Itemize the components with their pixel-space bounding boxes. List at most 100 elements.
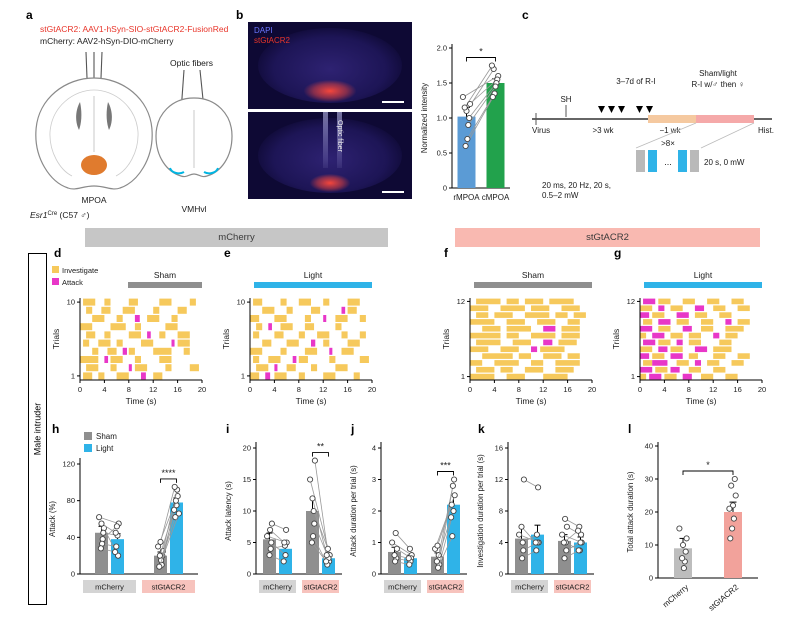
- pair-line: [160, 517, 176, 561]
- y-tick-label: 1: [71, 371, 75, 380]
- y-tick-label: 20: [645, 508, 653, 517]
- investigate-segment: [347, 306, 357, 314]
- investigate-segment: [707, 298, 720, 305]
- x-tick-label: 4: [662, 385, 666, 394]
- x-tick-label: 0: [638, 385, 642, 394]
- investigate-segment: [335, 315, 348, 322]
- construct-mcherry-label: mCherry: AAV2-hSyn-DIO-mCherry: [40, 36, 174, 46]
- data-point: [434, 542, 441, 549]
- esr1-cre-sup: Cre: [47, 211, 57, 217]
- attack-segment: [682, 373, 692, 380]
- pulse-params-label-1: 20 ms, 20 Hz, 20 s,: [542, 181, 611, 190]
- investigate-segment: [518, 353, 531, 359]
- data-point: [324, 545, 331, 552]
- stgtacr2-group-header: stGtACR2: [455, 228, 760, 247]
- data-point: [96, 514, 103, 521]
- investigate-segment: [470, 305, 489, 312]
- x-category-label: cMPOA: [482, 193, 510, 202]
- investigate-segment: [347, 298, 360, 306]
- data-point: [535, 484, 542, 491]
- group-label: stGtACR2: [304, 583, 338, 592]
- data-point: [311, 520, 318, 527]
- group-label-bg: [142, 580, 195, 593]
- y-axis-label: Attack latency (s): [224, 481, 233, 541]
- sig-label: *: [706, 460, 710, 470]
- sham-pulse: [636, 150, 645, 172]
- investigate-segment: [567, 319, 580, 325]
- pair-line: [465, 96, 494, 147]
- investigate-segment: [262, 339, 272, 347]
- attack-segment: [134, 315, 140, 322]
- raster-mcherry-light: Light 0 4 8 12 16 20 Time (s) 1 10 Trials: [220, 252, 380, 427]
- investigate-segment: [116, 339, 123, 347]
- y-tick-label: 8: [499, 507, 503, 516]
- y-axis-label: Trials: [441, 329, 451, 349]
- data-point: [577, 539, 584, 546]
- scale-bar: [382, 101, 404, 103]
- data-point: [465, 121, 472, 129]
- data-point: [676, 525, 683, 532]
- sham-pulse: [690, 150, 699, 172]
- investigate-segment: [688, 332, 701, 339]
- data-point: [449, 533, 456, 540]
- investigate-segment: [658, 339, 671, 346]
- shamlight-label-1: Sham/light: [699, 69, 738, 78]
- investigate-segment: [643, 360, 653, 366]
- attack-segment: [682, 325, 692, 332]
- data-point: [113, 523, 120, 530]
- y-tick-label: 0.5: [437, 149, 447, 158]
- investigate-segment: [725, 325, 744, 332]
- condition-bar: [644, 282, 762, 288]
- sig-label: *: [479, 47, 483, 57]
- y-tick-label: 15: [243, 475, 251, 484]
- raster-stgtacr2-sham-svg: Sham 0 4 8 12 16 20 Time (s) 1 12 Trials: [441, 270, 596, 406]
- x-category-label: rMPOA: [453, 193, 480, 202]
- investigate-segment: [719, 312, 732, 318]
- raster-stgtacr2-light: Light 0 4 8 12 16 20 Time (s) 1 12 Trials: [610, 252, 770, 427]
- investigate-segment: [531, 332, 556, 339]
- investigate-segment: [555, 312, 568, 318]
- data-point: [266, 552, 273, 559]
- attack-segment: [658, 319, 671, 325]
- bar-stGtACR2: [724, 512, 742, 578]
- investigate-segment: [280, 323, 293, 331]
- investigate-segment: [494, 312, 513, 318]
- investigate-segment: [476, 339, 501, 346]
- y-axis-label: Investigation duration per trial (s): [476, 454, 485, 568]
- data-point: [171, 506, 178, 513]
- data-point: [433, 558, 440, 565]
- investigate-segment: [713, 366, 726, 373]
- group-label-bg: [302, 580, 339, 593]
- panel-c-letter: c: [522, 8, 529, 22]
- data-point: [561, 555, 568, 562]
- ri-arrowhead: [608, 106, 615, 113]
- attack-segment: [640, 312, 650, 318]
- investigate-segment: [494, 360, 519, 366]
- y-tick-label: 10: [67, 298, 75, 307]
- investigate-segment: [189, 364, 199, 372]
- investigate-segment: [250, 372, 260, 380]
- investigate-segment: [531, 360, 544, 366]
- mpoa-region: [81, 155, 107, 175]
- investigate-segment: [537, 319, 556, 325]
- investigate-segment: [359, 356, 369, 363]
- investigate-segment: [80, 323, 93, 331]
- legend-label: Sham: [96, 432, 117, 441]
- optic-fibers-label: Optic fibers: [170, 58, 213, 68]
- investigate-segment: [573, 312, 586, 318]
- panel-e: e Light 0 4 8 12 16 20 Time (s) 1 10 Trials: [220, 246, 380, 422]
- investigate-segment: [304, 347, 318, 355]
- attack-segment: [268, 323, 272, 331]
- x-tick-label: 20: [758, 385, 766, 394]
- data-point: [112, 548, 119, 556]
- stgtacr2-expression: [310, 174, 350, 192]
- sig-label: ****: [161, 468, 176, 478]
- bar-cMPOA: [486, 83, 505, 188]
- y-tick-label: 2: [372, 507, 376, 516]
- y-tick-label: 2.0: [437, 44, 447, 53]
- pair-line: [159, 509, 175, 556]
- y-tick-label: 40: [67, 533, 75, 542]
- group-label-bg: [384, 580, 421, 593]
- legend-swatch-investigate: [52, 266, 59, 273]
- y-tick-label: 12: [627, 297, 635, 306]
